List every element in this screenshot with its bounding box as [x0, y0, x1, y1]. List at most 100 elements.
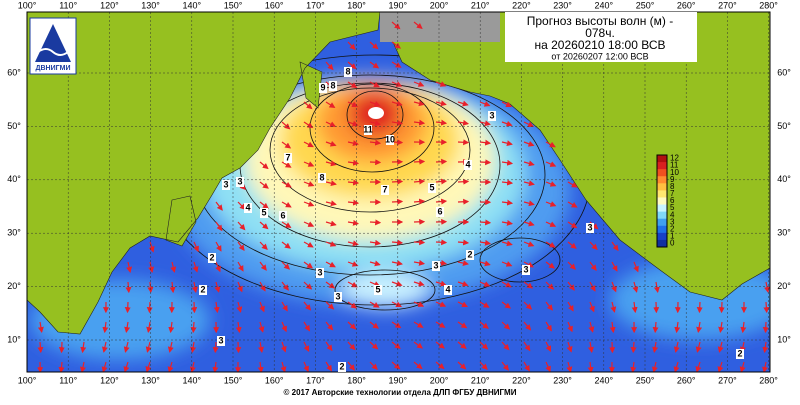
lon-label: 100°	[18, 375, 37, 385]
lon-label: 210°	[471, 0, 490, 10]
wind-arrow	[458, 181, 468, 182]
lon-label: 140°	[182, 0, 201, 10]
lon-label: 130°	[141, 0, 160, 10]
contour-label: 5	[261, 207, 266, 217]
wind-arrow	[193, 322, 194, 332]
wind-arrow	[414, 242, 424, 243]
lon-label: 110°	[59, 375, 77, 385]
contour-label: 3	[218, 335, 223, 345]
contour-label: 7	[285, 152, 290, 162]
wave-peak	[368, 107, 384, 119]
colorbar-swatch	[657, 219, 667, 227]
lon-label: 220°	[512, 0, 531, 10]
colorbar-swatch	[657, 169, 667, 177]
colorbar-swatch	[657, 190, 667, 198]
contour-label: 5	[429, 182, 434, 192]
contour-label: 6	[280, 210, 285, 220]
contour-label: 3	[433, 260, 438, 270]
contour-label: 3	[587, 222, 592, 232]
contour-label: 3	[237, 176, 242, 186]
contour-label: 11	[363, 124, 373, 134]
contour-label: 2	[737, 348, 742, 358]
lon-label: 180°	[347, 375, 366, 385]
contour-label: 3	[317, 267, 322, 277]
lat-label: 50°	[7, 121, 21, 131]
lon-label: 230°	[553, 0, 572, 10]
lat-label: 60°	[777, 67, 791, 77]
lon-label: 250°	[636, 0, 655, 10]
contour-label: 3	[489, 110, 494, 120]
lon-label: 120°	[100, 375, 119, 385]
contour-label: 2	[339, 361, 344, 371]
map-area	[27, 12, 790, 372]
lon-label: 130°	[141, 375, 160, 385]
lon-label: 240°	[594, 0, 613, 10]
lat-label: 30°	[777, 228, 791, 238]
wind-arrow	[480, 222, 490, 223]
lon-label: 170°	[306, 0, 325, 10]
contour-label: 8	[345, 66, 350, 76]
title-box: Прогноз высоты волн (м) - 078ч. на 20260…	[505, 12, 697, 62]
wind-arrow	[392, 181, 402, 182]
colorbar-swatch	[657, 162, 667, 170]
wind-arrow	[436, 242, 446, 243]
wind-arrow	[392, 201, 402, 202]
lon-label: 150°	[224, 0, 243, 10]
contour-label: 6	[437, 206, 442, 216]
logo: ДВНИГМИ	[30, 18, 76, 74]
lon-label: 170°	[306, 375, 325, 385]
lon-label: 230°	[553, 375, 572, 385]
wind-arrow	[370, 222, 380, 223]
logo-text: ДВНИГМИ	[36, 65, 71, 72]
wind-arrow	[436, 161, 446, 162]
lon-label: 260°	[677, 375, 696, 385]
wind-arrow	[149, 302, 150, 312]
lon-label: 200°	[430, 375, 449, 385]
contour-label: 10	[385, 134, 395, 144]
lon-label: 250°	[636, 375, 655, 385]
contour-label: 7	[382, 184, 387, 194]
lon-label: 270°	[718, 0, 737, 10]
wind-arrow	[40, 342, 41, 352]
contour-label: 2	[200, 284, 205, 294]
title-line: на 20260210 18:00 ВСВ	[535, 38, 666, 52]
lat-label: 10°	[7, 334, 21, 344]
wind-arrow	[150, 282, 151, 292]
contour-label: 2	[467, 249, 472, 259]
contour-label: 8	[319, 172, 324, 182]
lat-label: 60°	[7, 67, 21, 77]
lon-label: 280°	[759, 0, 778, 10]
lat-label: 30°	[7, 228, 21, 238]
colorbar-swatch	[657, 233, 667, 241]
colorbar-swatch	[657, 205, 667, 213]
lon-label: 200°	[430, 0, 449, 10]
wind-arrow	[766, 302, 767, 312]
contour-label: 3	[335, 291, 340, 301]
lon-label: 270°	[718, 375, 737, 385]
wind-arrow	[458, 142, 468, 143]
contour-label: 4	[245, 202, 250, 212]
contour-label: 3	[223, 179, 228, 189]
lat-label: 20°	[7, 281, 21, 291]
lon-label: 160°	[265, 375, 284, 385]
lon-label: 160°	[265, 0, 284, 10]
contour-label: 2	[209, 252, 214, 262]
lat-label: 40°	[777, 174, 791, 184]
wind-arrow	[414, 161, 424, 162]
contour-label: 9	[320, 82, 325, 92]
lon-label: 120°	[100, 0, 119, 10]
lon-label: 210°	[471, 375, 490, 385]
lon-label: 190°	[388, 375, 407, 385]
lat-label: 10°	[777, 334, 791, 344]
lon-label: 190°	[388, 0, 407, 10]
lon-label: 150°	[224, 375, 243, 385]
contour-label: 5	[375, 284, 380, 294]
colorbar-swatch	[657, 240, 667, 248]
colorbar-swatch	[657, 176, 667, 184]
wind-arrow	[128, 282, 129, 292]
lat-label: 20°	[777, 281, 791, 291]
lon-label: 180°	[347, 0, 366, 10]
wind-arrow	[436, 201, 446, 202]
wind-arrow	[414, 201, 424, 202]
